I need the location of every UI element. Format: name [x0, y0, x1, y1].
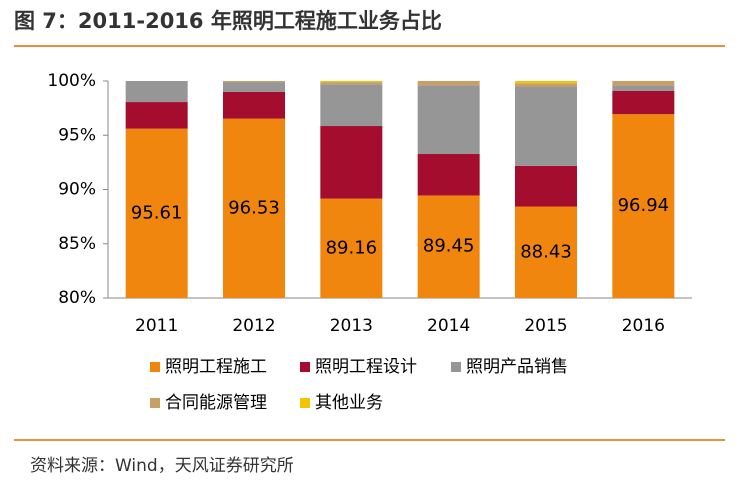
bar-segment — [320, 198, 383, 298]
bar-segment — [612, 85, 675, 91]
bar-segment — [417, 81, 480, 86]
bar-segment — [612, 114, 675, 299]
y-tick-label: 85% — [58, 234, 96, 254]
bar-segment — [417, 195, 480, 298]
legend-swatch — [150, 362, 160, 372]
x-tick-label: 2016 — [622, 316, 665, 336]
y-tick-label: 80% — [58, 288, 96, 308]
bar-segment — [320, 81, 383, 83]
bar-segment — [612, 81, 675, 86]
legend-label: 其他业务 — [315, 393, 383, 413]
value-label: 89.16 — [326, 237, 378, 258]
bar-segment — [320, 126, 383, 199]
bar-segment — [417, 154, 480, 196]
x-tick-label: 2011 — [135, 316, 178, 336]
bar-segment — [417, 85, 480, 155]
value-label: 95.61 — [131, 202, 183, 223]
bar-segment — [320, 84, 383, 127]
bar-segment — [223, 81, 285, 83]
x-tick-label: 2012 — [232, 316, 275, 336]
y-tick-label: 100% — [47, 71, 96, 91]
bar-segment — [223, 91, 285, 119]
x-tick-label: 2014 — [427, 316, 470, 336]
legend-label: 合同能源管理 — [165, 393, 267, 413]
bar-segment — [612, 90, 675, 115]
bar-segment — [515, 83, 577, 87]
bar-segment — [515, 81, 577, 84]
x-tick-label: 2015 — [524, 316, 567, 336]
legend-swatch — [300, 398, 310, 408]
value-label: 88.43 — [520, 241, 572, 262]
bar-segment — [125, 81, 188, 103]
chart-title: 图 7：2011-2016 年照明工程施工业务占比 — [14, 9, 442, 33]
source: 资料来源：Wind，天风证券研究所 — [30, 456, 294, 476]
bar-segment — [125, 102, 188, 129]
legend-swatch — [300, 362, 310, 372]
legend-label: 照明工程设计 — [315, 357, 417, 377]
bar-segment — [223, 82, 285, 92]
legend-label: 照明产品销售 — [466, 357, 568, 377]
bar-segment — [125, 128, 188, 298]
bar-segment — [515, 165, 577, 207]
value-label: 96.94 — [618, 195, 670, 216]
bar-segment — [515, 206, 577, 298]
bar-segment — [320, 82, 383, 85]
bar-segment — [223, 118, 285, 298]
legend-swatch — [150, 398, 160, 408]
legend-label: 照明工程施工 — [165, 357, 267, 377]
y-tick-label: 95% — [58, 125, 96, 145]
value-label: 96.53 — [228, 197, 280, 218]
legend-swatch — [451, 362, 461, 372]
y-tick-label: 90% — [58, 180, 96, 200]
bar-segment — [515, 86, 577, 166]
value-label: 89.45 — [423, 236, 475, 257]
x-tick-label: 2013 — [330, 316, 373, 336]
